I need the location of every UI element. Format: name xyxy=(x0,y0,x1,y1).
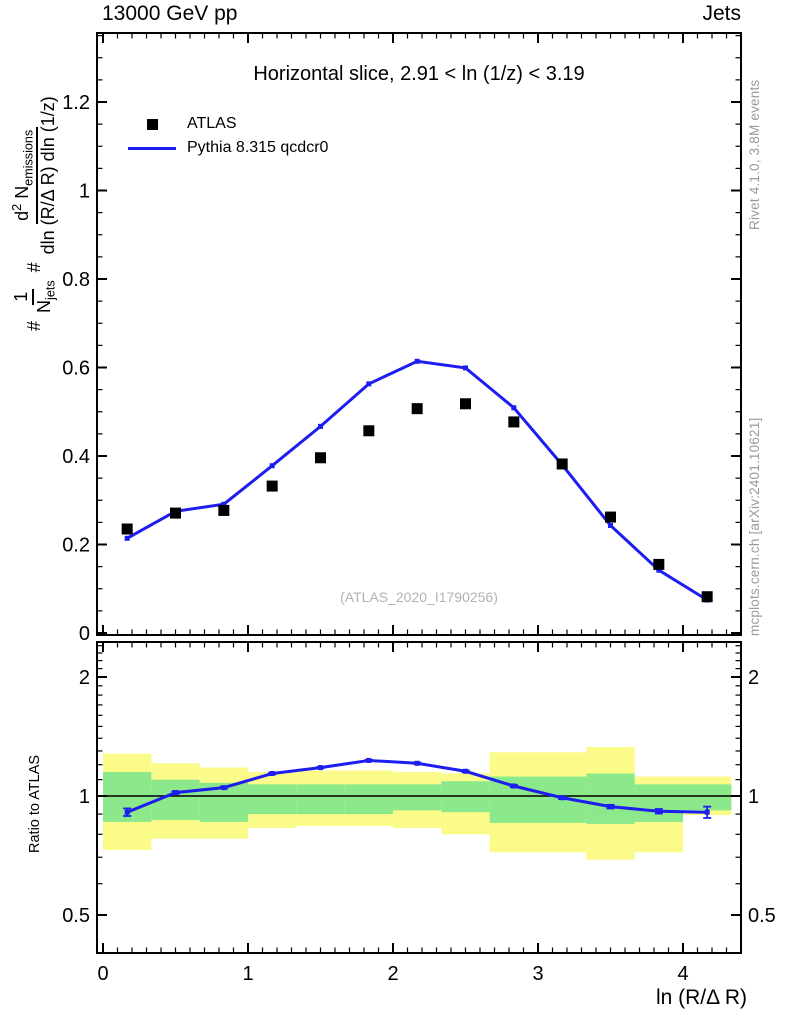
plot-title: Horizontal slice, 2.91 < ln (1/z) < 3.19 xyxy=(253,63,585,85)
main-y-tick-label: 1.2 xyxy=(62,92,90,114)
hash-symbol: # xyxy=(24,262,45,273)
main-y-tick-label: 0.4 xyxy=(62,446,90,468)
mcplots-arxiv-note: mcplots.cern.ch [arXiv:2401.10621] xyxy=(747,417,762,636)
atlas-data-points xyxy=(121,398,713,603)
main-y-tick-label: 0.6 xyxy=(62,358,90,380)
hash-symbol: # xyxy=(24,320,45,331)
atlas-marker xyxy=(315,452,326,464)
pythia-marker xyxy=(366,381,372,387)
ratio-marker xyxy=(124,809,130,815)
pythia-marker xyxy=(221,501,227,507)
x-tick-label: 1 xyxy=(242,963,253,985)
atlas-marker xyxy=(701,591,713,603)
legend-item-atlas: ATLAS xyxy=(126,112,328,136)
inner-band-bin xyxy=(296,784,345,815)
atlas-marker xyxy=(121,523,133,535)
atlas-marker xyxy=(363,425,375,437)
atlas-marker xyxy=(653,558,665,570)
atlas-marker xyxy=(266,480,278,492)
pythia-curve xyxy=(124,358,710,603)
x-tick-label: 2 xyxy=(387,963,398,985)
pythia-line-marker-icon xyxy=(126,146,178,150)
atlas-marker xyxy=(556,458,568,470)
main-y-axis-label: # 1 Njets # d2 Nemissions dln (R/Δ R) dl… xyxy=(10,88,59,331)
inner-band-bin xyxy=(393,784,442,811)
ratio-marker xyxy=(656,808,662,814)
ratio-marker xyxy=(608,804,613,810)
main-y-tick-label: 1 xyxy=(79,181,90,203)
rivet-version-note: Rivet 4.1.0, 3.8M events xyxy=(747,79,762,230)
pythia-marker xyxy=(124,535,130,541)
pythia-marker xyxy=(656,567,662,573)
ratio-marker xyxy=(318,765,323,771)
ratio-marker xyxy=(463,768,468,774)
inner-band-bin xyxy=(344,784,393,815)
pythia-marker xyxy=(608,522,613,528)
main-y-tick-label: 0 xyxy=(79,623,90,645)
main-y-tick-label: 0.2 xyxy=(62,535,90,557)
panel-frames xyxy=(96,32,742,954)
ratio-axis-label: Ratio to ATLAS xyxy=(27,754,43,853)
main-y-tick-label: 0.8 xyxy=(62,269,90,291)
d2n-fraction: d2 Nemissions dln (R/Δ R) dln (1/z) xyxy=(10,96,59,255)
legend: ATLAS Pythia 8.315 qcdcr0 xyxy=(126,112,328,160)
pythia-marker xyxy=(318,423,323,429)
analysis-category: Jets xyxy=(702,2,741,25)
ratio-y-tick-label-right: 0.5 xyxy=(748,905,776,927)
ratio-mc-curve xyxy=(123,757,712,819)
x-tick-label: 4 xyxy=(677,963,688,985)
ratio-marker xyxy=(559,795,565,801)
legend-label: ATLAS xyxy=(187,115,237,132)
ratio-marker xyxy=(173,790,178,796)
pythia-marker xyxy=(414,358,420,364)
ratio-y-tick-label-left: 0.5 xyxy=(62,905,90,927)
main-panel-frame xyxy=(96,32,742,636)
atlas-marker xyxy=(218,504,230,516)
legend-item-pythia: Pythia 8.315 qcdcr0 xyxy=(126,136,328,160)
ratio-marker xyxy=(221,785,227,791)
ratio-marker xyxy=(511,783,517,789)
analysis-id-watermark: (ATLAS_2020_I1790256) xyxy=(340,589,498,605)
tick-labels: 0 1 2 3 4 0 0.2 0.4 0.6 0.8 1 1.2 0.5 0.5 1 1 2 2 xyxy=(62,92,776,985)
inner-band-bin xyxy=(634,784,683,822)
ratio-marker xyxy=(704,809,710,815)
inner-band-bin xyxy=(248,784,297,815)
atlas-marker xyxy=(170,507,181,519)
ratio-y-tick-label-left: 1 xyxy=(79,786,90,808)
atlas-marker xyxy=(460,398,471,410)
ratio-y-tick-label-right: 1 xyxy=(748,786,759,808)
ratio-marker xyxy=(414,760,420,766)
beam-info: 13000 GeV pp xyxy=(102,2,238,25)
ratio-y-tick-label-right: 2 xyxy=(748,667,759,689)
pythia-marker xyxy=(269,463,275,469)
legend-label: Pythia 8.315 qcdcr0 xyxy=(187,139,329,156)
pythia-marker xyxy=(511,405,517,411)
ratio-y-tick-label-left: 2 xyxy=(79,667,90,689)
atlas-marker xyxy=(508,416,520,428)
x-axis-label: ln (R/Δ R) xyxy=(655,986,747,1009)
ratio-panel-frame xyxy=(96,641,742,954)
axis-ticks xyxy=(98,34,740,952)
pythia-marker xyxy=(463,365,468,371)
ratio-marker xyxy=(269,771,275,777)
x-tick-label: 3 xyxy=(532,963,543,985)
x-tick-label: 0 xyxy=(97,963,108,985)
ratio-marker xyxy=(366,757,372,763)
one-over-njets-fraction: 1 Njets xyxy=(11,280,58,313)
pythia-line xyxy=(126,359,708,602)
inner-band-bin xyxy=(586,773,635,824)
atlas-marker xyxy=(411,403,423,415)
atlas-marker xyxy=(605,511,616,523)
atlas-square-marker-icon xyxy=(126,118,178,130)
